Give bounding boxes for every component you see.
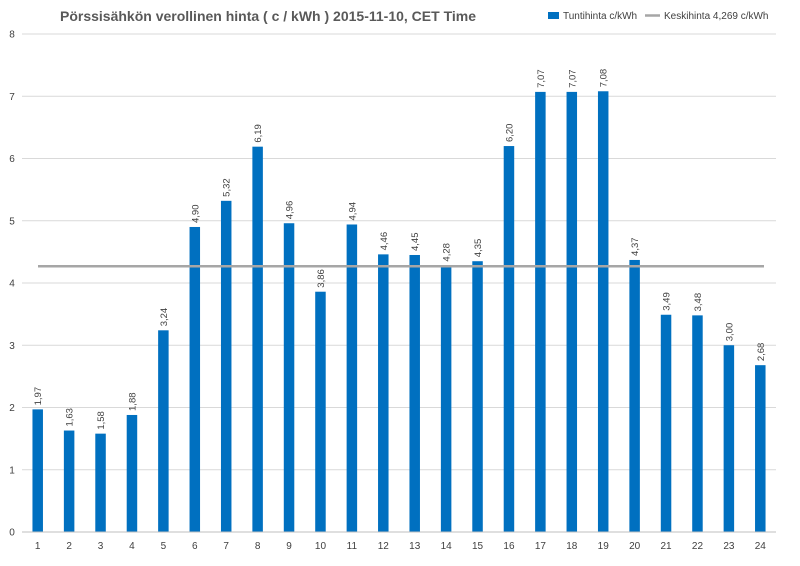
data-label: 4,96 [285,201,296,220]
y-tick-label: 2 [9,403,15,414]
legend-bar-swatch [548,12,559,19]
y-tick-label: 1 [9,465,15,476]
bar [660,314,672,532]
bar [95,433,106,532]
x-tick-label: 2 [66,541,72,552]
data-label: 5,32 [222,178,233,197]
bar [566,91,578,532]
x-tick-label: 7 [223,541,229,552]
bars [32,91,766,533]
data-label: 6,20 [504,124,515,143]
x-tick-label: 22 [692,541,704,552]
x-tick-label: 17 [535,541,547,552]
bar [597,91,609,533]
bar [32,409,43,532]
x-tick-label: 1 [35,541,41,552]
bar [723,345,735,532]
data-label: 1,63 [65,408,76,427]
bar [220,200,232,532]
x-tick-label: 5 [161,541,167,552]
bar [472,261,483,532]
bar [315,291,326,532]
y-tick-label: 0 [9,528,15,539]
bar [126,414,138,532]
bar [629,259,640,532]
data-label: 4,28 [442,243,453,262]
x-tick-label: 3 [98,541,104,552]
data-label: 6,19 [253,124,264,143]
bar [346,224,358,533]
bar [158,330,169,532]
y-tick-label: 7 [9,92,15,103]
legend: Tuntihinta c/kWh Keskihinta 4,269 c/kWh [548,11,769,22]
x-tick-label: 10 [315,541,327,552]
data-label: 4,35 [473,239,484,258]
y-tick-label: 8 [9,30,15,41]
x-tick-label: 18 [566,541,578,552]
bar [755,365,766,532]
data-label: 4,45 [410,232,421,251]
x-tick-label: 23 [723,541,735,552]
gridlines [22,33,776,471]
x-tick-label: 14 [441,541,453,552]
bar [692,315,703,532]
x-tick-label: 9 [286,541,292,552]
bar [283,223,295,533]
legend-bar-label: Tuntihinta c/kWh [563,11,637,22]
y-tick-label: 6 [9,154,15,165]
bar [440,265,452,532]
x-tick-label: 12 [378,541,390,552]
bar [409,254,420,533]
data-label: 7,07 [567,69,578,88]
x-tick-label: 24 [755,541,767,552]
data-label: 3,24 [159,308,170,327]
data-label: 7,07 [536,69,547,88]
y-tick-label: 5 [9,216,15,227]
x-tick-label: 8 [255,541,261,552]
data-label: 4,37 [630,237,641,256]
data-label: 3,48 [693,293,704,312]
data-label: 1,58 [96,411,107,430]
data-label: 4,94 [347,202,358,221]
bar [63,430,75,532]
bar [503,146,515,533]
bar [378,254,389,533]
bar [189,226,201,532]
data-label: 2,68 [756,343,767,362]
x-tick-label: 21 [660,541,672,552]
data-label: 4,90 [190,204,201,223]
x-tick-label: 13 [409,541,421,552]
x-tick-label: 4 [129,541,135,552]
legend-average-label: Keskihinta 4,269 c/kWh [664,11,769,22]
y-axis-ticks: 0 1 2 3 4 5 6 7 8 [9,30,15,539]
y-tick-label: 4 [9,279,15,290]
data-labels: 1,97 1,63 1,58 1,88 3,24 4,90 5,32 6,19 4,96 3,86… [33,69,767,430]
x-tick-label: 20 [629,541,641,552]
data-label: 3,86 [316,269,327,288]
data-label: 4,46 [379,232,390,251]
bar [535,91,546,532]
data-label: 3,49 [662,292,673,311]
data-label: 1,88 [127,392,138,411]
x-tick-label: 6 [192,541,198,552]
bar [252,146,263,533]
y-tick-label: 3 [9,341,15,352]
data-label: 3,00 [724,323,735,342]
data-label: 1,97 [33,387,44,406]
x-tick-label: 11 [347,541,358,552]
chart-title: Pörssisähkön verollinen hinta ( c / kWh … [60,8,476,24]
x-tick-label: 16 [503,541,515,552]
x-tick-label: 19 [598,541,610,552]
data-label: 7,08 [599,69,610,88]
x-axis-ticks: 1 2 3 4 5 6 7 8 9 10 11 12 13 14 15 16 17 18 19 20 21 22 23 24 [35,541,766,552]
x-tick-label: 15 [472,541,484,552]
